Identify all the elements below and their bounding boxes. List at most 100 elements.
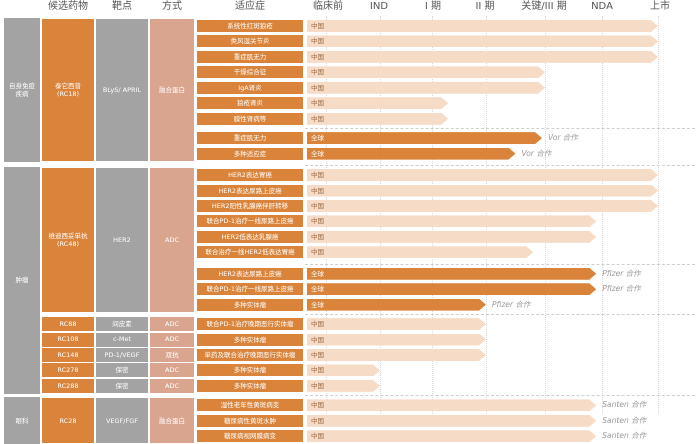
header-stage: II 期	[475, 1, 495, 12]
mode-cell: ADC	[150, 317, 194, 332]
pipeline-bar	[307, 299, 486, 311]
partner-label: Vor 合作	[521, 148, 552, 158]
region-label: 全球	[311, 149, 324, 158]
indication-label: HER2低表达乳腺癌	[197, 230, 303, 243]
drug-cell: RC278	[42, 363, 94, 378]
drug-cell: RC28	[42, 398, 94, 444]
region-label: 全球	[311, 285, 324, 294]
region-label: 中国	[311, 335, 324, 344]
area-cell: 眼科	[4, 397, 40, 444]
pipeline-bar	[307, 349, 486, 361]
indication-label: 糖尿病性黄斑水肿	[197, 414, 303, 427]
pipeline-bar	[307, 318, 486, 330]
area-cell: 肿瘤	[4, 167, 40, 394]
header-mode: 方式	[162, 1, 182, 12]
mode-cell: ADC	[150, 168, 194, 312]
region-label: 中国	[311, 201, 324, 210]
indication-label: 系统性红斑狼疮	[197, 20, 303, 32]
region-label: 中国	[311, 351, 324, 359]
pipeline-bar	[307, 20, 658, 32]
mode-cell: ADC	[150, 378, 194, 393]
indication-label: 狼疮肾炎	[197, 97, 303, 110]
mode-cell: 融合蛋白	[150, 398, 194, 444]
drug-cell: 维迪西妥单抗 (RC48)	[42, 168, 94, 312]
partner-label: Santen 合作	[602, 415, 647, 425]
pipeline-bar	[307, 66, 545, 78]
drug-cell: RC148	[42, 348, 94, 362]
indication-label: HER2表达尿路上皮癌	[197, 184, 303, 197]
mode-cell: ADC	[150, 363, 194, 378]
mode-cell: 双抗	[150, 348, 194, 362]
region-label: 全球	[311, 300, 324, 309]
partner-label: Santen 合作	[602, 400, 647, 410]
region-label: 中国	[311, 248, 324, 257]
indication-label: 重症肌无力	[197, 132, 303, 145]
target-cell: 保密	[96, 363, 148, 378]
drug-cell: RC108	[42, 332, 94, 347]
indication-label: 联合PD-1治疗一线尿路上皮癌	[197, 215, 303, 228]
indication-label: 湿性老年性黄斑病变	[197, 399, 303, 412]
pipeline-bar	[307, 148, 516, 160]
pipeline-bar	[307, 97, 448, 109]
region-label: 中国	[311, 432, 324, 441]
region-label: 中国	[311, 366, 324, 375]
region-label: 中国	[311, 416, 324, 425]
region-label: 中国	[311, 37, 324, 46]
stage-gridline	[432, 16, 433, 414]
indication-label: 多种适应症	[197, 147, 303, 160]
stage-gridline	[545, 16, 546, 414]
drug-cell: RC88	[42, 317, 94, 332]
pipeline-bar	[307, 415, 596, 427]
target-cell: 间皮素	[96, 317, 148, 332]
pipeline-bar	[307, 380, 380, 392]
pipeline-bar	[307, 399, 596, 411]
region-label: 中国	[311, 83, 324, 92]
pipeline-bar	[307, 334, 486, 346]
pipeline-bar	[307, 35, 658, 47]
pipeline-bar	[307, 364, 380, 376]
row-separator	[305, 165, 695, 167]
region-label: 中国	[311, 22, 324, 30]
target-cell: VEGF/FGF	[96, 398, 148, 444]
region-label: 中国	[311, 232, 324, 241]
target-cell: PD-1/VEGF	[96, 348, 148, 362]
region-label: 中国	[311, 68, 324, 77]
stage-gridline	[326, 16, 327, 414]
target-cell: HER2	[96, 168, 148, 312]
pipeline-bar	[307, 113, 448, 125]
target-cell: c-Met	[96, 332, 148, 347]
indication-label: 多种实体瘤	[197, 379, 303, 392]
pipeline-bar	[307, 185, 658, 197]
target-cell: 保密	[96, 378, 148, 393]
region-label: 中国	[311, 320, 324, 329]
header-indication: 适应症	[235, 1, 265, 12]
indication-label: 重症肌无力	[197, 50, 303, 63]
region-label: 中国	[311, 217, 324, 226]
pipeline-bar	[307, 246, 533, 258]
stage-gridline	[602, 16, 603, 414]
region-label: 中国	[311, 52, 324, 61]
pipeline-bar	[307, 430, 596, 442]
target-cell: BLyS/ APRIL	[96, 19, 148, 161]
row-separator	[305, 263, 695, 265]
drug-cell: RC288	[42, 378, 94, 393]
region-label: 中国	[311, 381, 324, 390]
stage-gridline	[380, 16, 381, 414]
header-stage: IND	[369, 1, 389, 12]
pipeline-bar	[307, 51, 658, 63]
header-target: 靶点	[112, 1, 132, 12]
pipeline-bar	[307, 82, 545, 94]
pipeline-bar	[307, 200, 658, 212]
row-separator	[305, 128, 695, 130]
indication-label: 膜性肾病等	[197, 112, 303, 125]
row-separator	[305, 314, 695, 316]
pipeline-bar	[307, 268, 596, 280]
region-label: 中国	[311, 99, 324, 108]
header-stage: 上市	[650, 1, 670, 12]
header-stage: NDA	[591, 1, 613, 12]
area-cell: 自身免疫疾病	[4, 18, 40, 162]
row-separator	[305, 395, 695, 397]
header-stage: 临床前	[313, 1, 343, 12]
region-label: 中国	[311, 171, 324, 180]
indication-label: 联合PD-1治疗一线尿路上皮癌	[197, 283, 303, 296]
